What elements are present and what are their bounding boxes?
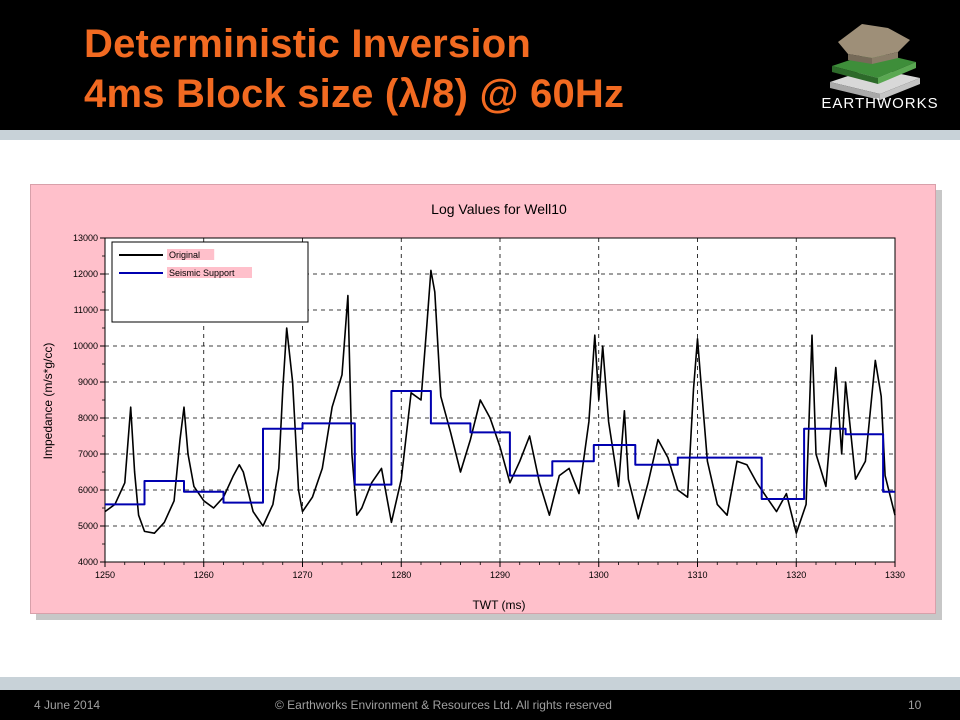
y-tick-label: 5000 bbox=[78, 521, 98, 531]
chart-title: Log Values for Well10 bbox=[431, 201, 567, 217]
x-tick-label: 1280 bbox=[391, 570, 411, 580]
legend-label-highlight bbox=[167, 267, 252, 278]
y-tick-label: 12000 bbox=[73, 269, 98, 279]
y-tick-label: 10000 bbox=[73, 341, 98, 351]
slide-header bbox=[0, 0, 960, 130]
slide-title-line-2: 4ms Block size (λ/8) @ 60Hz bbox=[84, 72, 625, 116]
x-tick-label: 1310 bbox=[687, 570, 707, 580]
legend-label-highlight bbox=[167, 249, 215, 260]
y-tick-label: 9000 bbox=[78, 377, 98, 387]
x-tick-label: 1270 bbox=[292, 570, 312, 580]
x-tick-label: 1320 bbox=[786, 570, 806, 580]
axis-ticks: 1250 1260 1270 1280 1290 1300 1310 1320 1330 4000… bbox=[73, 233, 905, 580]
chart-series bbox=[104, 269, 896, 535]
legend-label: Seismic Support bbox=[169, 268, 235, 278]
series-line-original bbox=[104, 269, 896, 535]
x-tick-label: 1330 bbox=[885, 570, 905, 580]
page-number: 10 bbox=[908, 698, 922, 712]
earthworks-logo-icon bbox=[830, 24, 920, 100]
grid-lines bbox=[105, 238, 895, 562]
x-tick-label: 1300 bbox=[589, 570, 609, 580]
y-tick-label: 11000 bbox=[74, 305, 98, 315]
y-axis-label: Impedance (m/s*g/cc) bbox=[41, 343, 55, 460]
impedance-chart: 1250 1260 1270 1280 1290 1300 1310 1320 1330 4000… bbox=[41, 201, 905, 612]
footer-divider bbox=[0, 677, 960, 690]
header-divider bbox=[0, 130, 960, 140]
footer-date: 4 June 2014 bbox=[34, 698, 101, 712]
y-tick-label: 7000 bbox=[78, 449, 98, 459]
x-axis-label: TWT (ms) bbox=[472, 598, 525, 612]
x-tick-label: 1260 bbox=[194, 570, 214, 580]
x-tick-label: 1290 bbox=[490, 570, 510, 580]
y-tick-label: 6000 bbox=[78, 485, 98, 495]
footer-copyright: © Earthworks Environment & Resources Ltd… bbox=[275, 698, 612, 712]
logo-wordmark: EARTHWORKS bbox=[821, 95, 939, 112]
series-line-seismic-support bbox=[105, 390, 895, 506]
x-tick-label: 1250 bbox=[95, 570, 115, 580]
y-tick-label: 4000 bbox=[78, 557, 98, 567]
slide-title-line-1: Deterministic Inversion bbox=[84, 22, 531, 66]
slide-footer bbox=[0, 690, 960, 720]
legend-label: Original bbox=[169, 250, 200, 260]
legend: Original Seismic Support bbox=[111, 241, 309, 323]
chart-panel: 1250 1260 1270 1280 1290 1300 1310 1320 1330 4000… bbox=[30, 184, 936, 614]
y-tick-label: 8000 bbox=[78, 413, 98, 423]
y-tick-label: 13000 bbox=[73, 233, 98, 243]
